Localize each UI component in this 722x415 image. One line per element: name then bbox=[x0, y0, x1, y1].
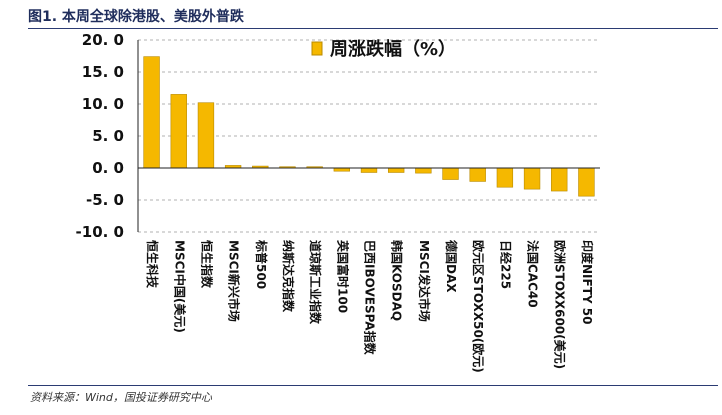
category-label: 印度NIFTY 50 bbox=[580, 240, 595, 324]
bar bbox=[387, 167, 405, 173]
figure-title: 图1. 本周全球除港股、美股外普跌 bbox=[28, 9, 244, 25]
bar-layer bbox=[143, 56, 595, 197]
bar bbox=[578, 167, 595, 197]
bar bbox=[360, 167, 378, 173]
label-layer: 20. 0 15. 0 10. 0 5. 0 0. 0 -5. 0 -10. 0 恒生科技 MS… bbox=[76, 31, 595, 373]
category-label: 恒生指数 bbox=[199, 240, 214, 289]
category-label: 韩国KOSDAQ bbox=[390, 240, 405, 321]
bar bbox=[523, 167, 541, 190]
bar bbox=[442, 167, 459, 180]
category-label: MSCI中国(美元) bbox=[172, 240, 187, 333]
category-label: 英国富时100 bbox=[335, 240, 350, 313]
legend-label: 周涨跌幅（%） bbox=[330, 38, 456, 60]
y-tick-label: 5. 0 bbox=[92, 127, 124, 145]
legend-swatch bbox=[311, 41, 323, 56]
category-label: 日经225 bbox=[498, 240, 513, 289]
category-label: 纳斯达克指数 bbox=[281, 240, 296, 313]
category-label: 标普500 bbox=[254, 239, 269, 289]
category-label: MSCI新兴市场 bbox=[227, 240, 242, 322]
bar bbox=[170, 94, 187, 169]
bar bbox=[197, 102, 215, 169]
y-tick-label: 10. 0 bbox=[82, 95, 124, 113]
y-tick-label: 0. 0 bbox=[92, 159, 124, 177]
grid-layer bbox=[138, 39, 600, 233]
bar bbox=[551, 167, 568, 192]
bar bbox=[415, 167, 432, 174]
category-label: 欧元区STOXX50(欧元) bbox=[471, 240, 486, 373]
footer-rule bbox=[28, 385, 718, 386]
y-tick-label: -5. 0 bbox=[86, 191, 124, 209]
source-note: 资料来源：Wind，国投证券研究中心 bbox=[30, 391, 212, 404]
y-tick-label: 15. 0 bbox=[82, 63, 124, 81]
title-rule bbox=[28, 28, 718, 29]
bar bbox=[496, 167, 514, 188]
bar bbox=[143, 56, 160, 169]
category-label: MSCI发达市场 bbox=[417, 240, 432, 322]
bar-chart: 20. 0 15. 0 10. 0 5. 0 0. 0 -5. 0 -10. 0 恒生科技 MS… bbox=[76, 31, 600, 373]
y-tick-label: -10. 0 bbox=[76, 223, 124, 241]
legend: 周涨跌幅（%） bbox=[311, 38, 456, 60]
category-label: 巴西IBOVESPA指数 bbox=[363, 240, 378, 356]
category-label: 德国DAX bbox=[444, 240, 459, 293]
axis-layer bbox=[137, 40, 600, 232]
category-label: 道琼斯工业指数 bbox=[308, 240, 323, 325]
category-label: 法国CAC40 bbox=[526, 240, 541, 308]
bar bbox=[469, 167, 486, 182]
category-label: 恒生科技 bbox=[145, 240, 160, 289]
category-label: 欧洲STOXX600(美元) bbox=[553, 240, 568, 369]
y-tick-label: 20. 0 bbox=[82, 31, 124, 49]
